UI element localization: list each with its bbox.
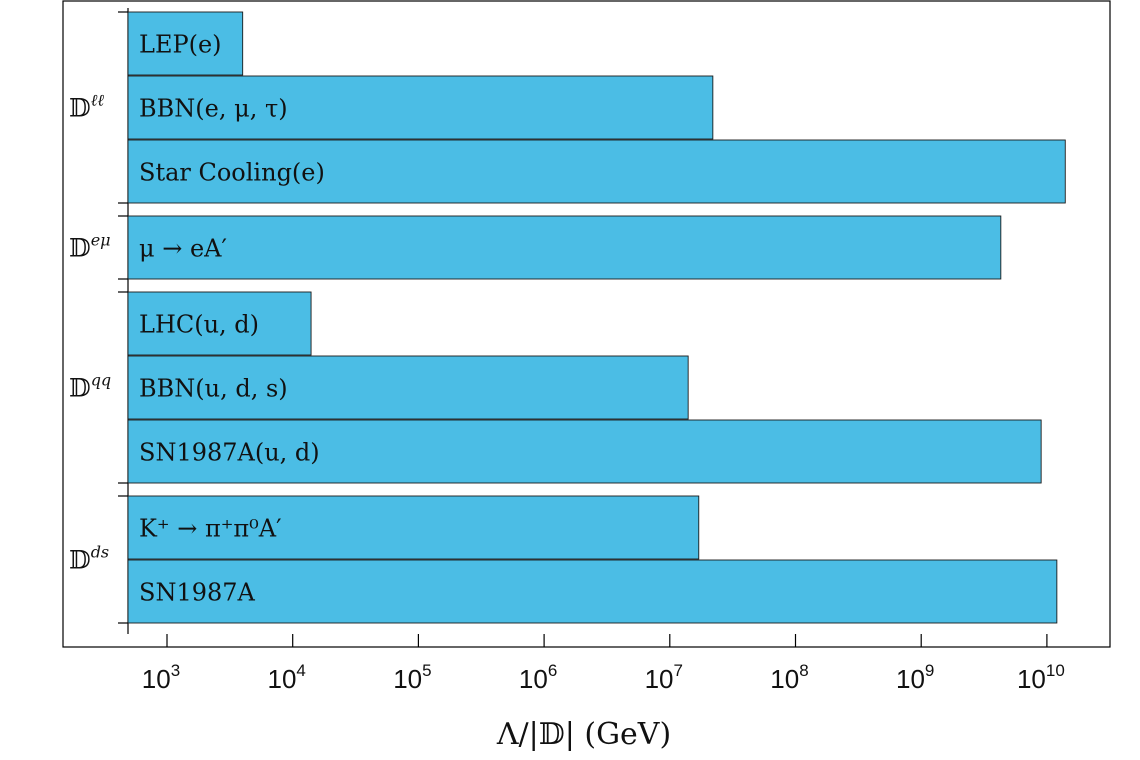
plot-frame	[62, 0, 1111, 648]
bar-label: Star Cooling(e)	[139, 159, 325, 187]
bar-label: LHC(u, d)	[139, 311, 259, 339]
x-axis: 103 104 105 106 107 108 109 1010	[118, 11, 1065, 694]
bar	[127, 559, 1058, 624]
bar-label: SN1987A	[139, 579, 256, 607]
group-label: 𝔻ℓℓ	[69, 91, 104, 123]
bar	[127, 419, 1042, 484]
bar	[127, 11, 244, 76]
bar	[127, 215, 1002, 280]
x-tick-label: 105	[393, 661, 431, 694]
group-label: 𝔻eμ	[69, 231, 111, 263]
bar	[127, 291, 312, 356]
bar-label: LEP(e)	[139, 31, 222, 59]
x-tick-label: 107	[645, 661, 683, 694]
bar-label: BBN(u, d, s)	[139, 375, 288, 403]
x-axis-title: Λ/|𝔻| (GeV)	[496, 717, 671, 752]
bar	[127, 355, 689, 420]
group-label: 𝔻ds	[69, 543, 109, 575]
bars-layer	[127, 11, 1066, 624]
x-tick-label: 108	[770, 661, 808, 694]
bar	[127, 75, 714, 140]
bar	[127, 495, 700, 560]
bar-label: BBN(e, μ, τ)	[139, 95, 288, 123]
x-tick-label: 109	[896, 661, 934, 694]
bar-labels-layer: LEP(e) BBN(e, μ, τ) Star Cooling(e) μ → eA′…	[139, 31, 325, 607]
bar-label: K⁺ → π⁺π⁰A′	[139, 515, 282, 543]
group-labels-layer: 𝔻ℓℓ 𝔻eμ 𝔻qq 𝔻ds	[69, 91, 111, 575]
bar-label: μ → eA′	[139, 235, 227, 263]
bar	[127, 139, 1066, 204]
x-tick-label: 106	[519, 661, 557, 694]
group-label: 𝔻qq	[69, 371, 111, 403]
bar-label: SN1987A(u, d)	[139, 439, 320, 467]
x-tick-label: 1010	[1017, 661, 1065, 694]
x-tick-label: 104	[268, 661, 306, 694]
x-tick-label: 103	[142, 661, 180, 694]
